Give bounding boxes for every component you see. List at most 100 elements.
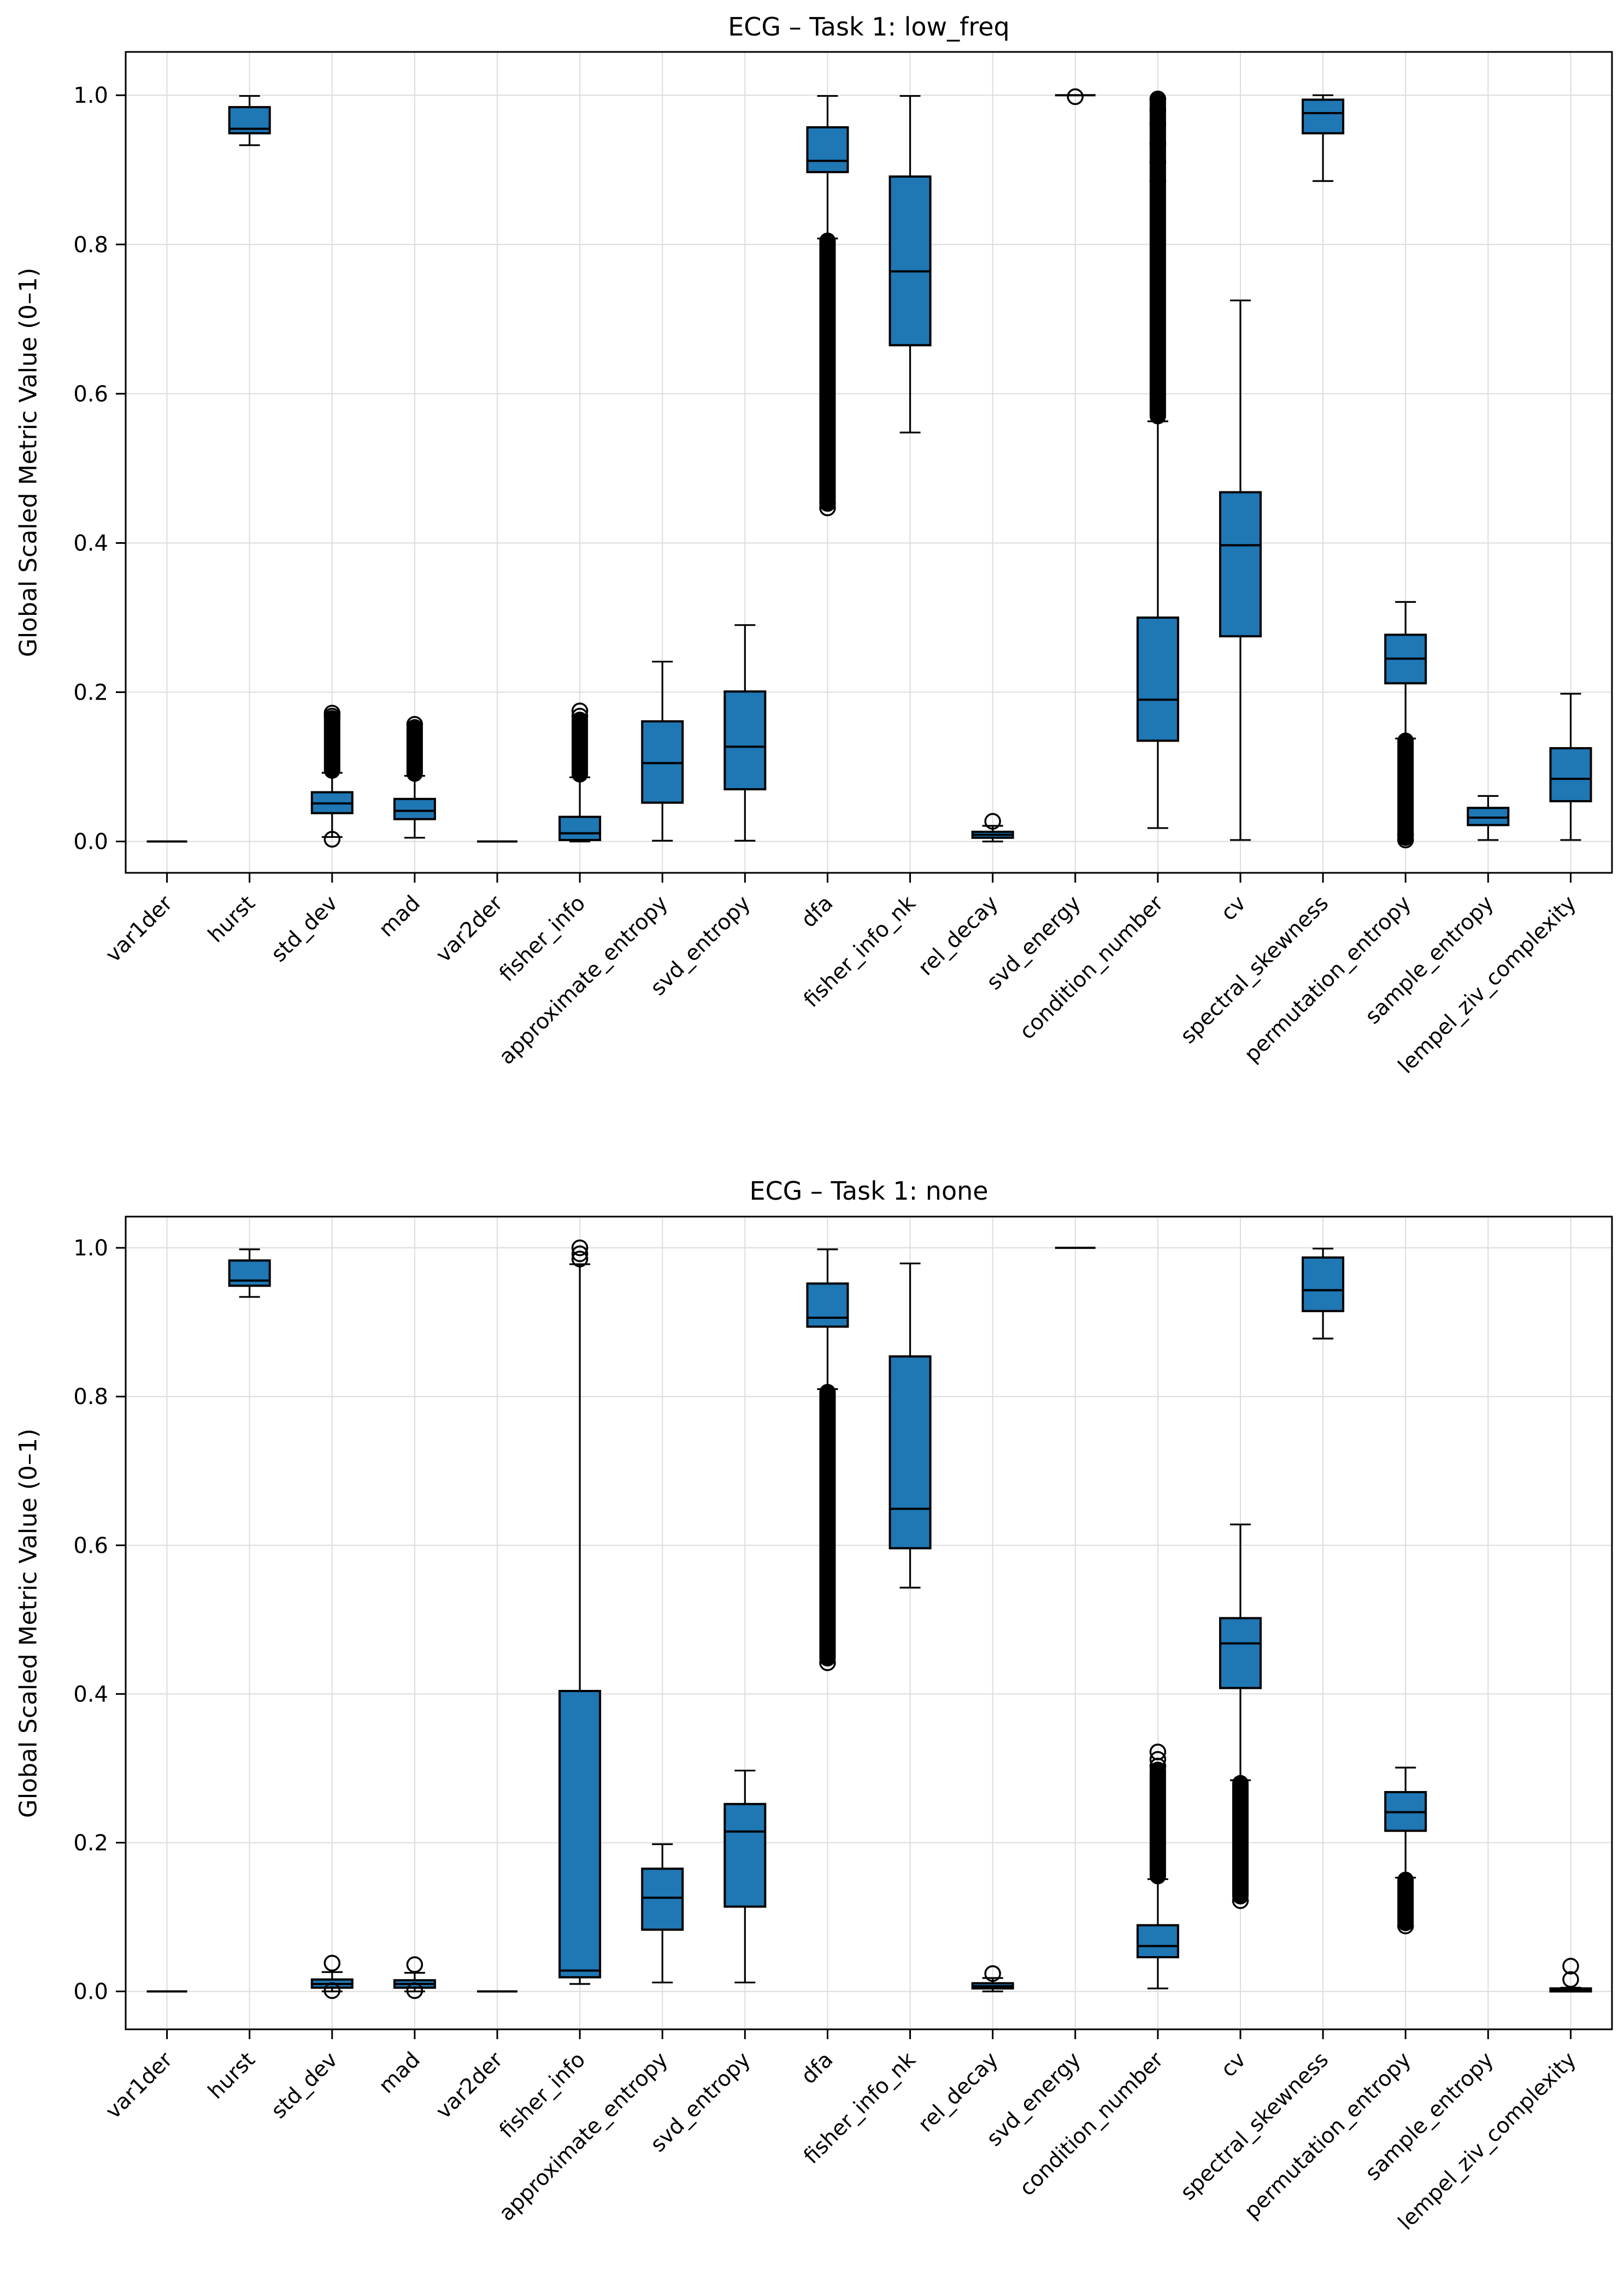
box-hurst bbox=[228, 95, 271, 146]
box-cv bbox=[1219, 1523, 1262, 1909]
outlier-point bbox=[1149, 1751, 1167, 1768]
box-fisher_info bbox=[558, 702, 602, 843]
box-fisher_info bbox=[558, 1239, 602, 1985]
outlier-point bbox=[1149, 90, 1167, 108]
outlier-point bbox=[984, 1965, 1001, 1982]
outlier-point bbox=[571, 1239, 589, 1257]
y-axis-ticks: 0.0 0.2 0.4 0.6 0.8 1.0 bbox=[73, 1236, 126, 2005]
box-spectral_skewness bbox=[1302, 94, 1345, 182]
svg-text:cv: cv bbox=[1216, 891, 1251, 925]
x-axis-ticks: var1der hurst std_dev mad var2derfisher_info… bbox=[101, 2029, 1581, 2235]
outlier-point bbox=[819, 1654, 836, 1671]
svg-text:rel_decay: rel_decay bbox=[914, 2047, 1003, 2137]
outlier-point bbox=[1149, 1743, 1167, 1760]
outlier-point bbox=[1149, 102, 1167, 119]
svg-text:condition_number: condition_number bbox=[1015, 2047, 1168, 2201]
box-condition_number bbox=[1136, 1743, 1179, 1989]
outlier-point bbox=[1067, 88, 1084, 105]
outlier-point bbox=[1232, 1892, 1249, 1909]
svg-text:hurst: hurst bbox=[203, 891, 260, 947]
svg-text:0.0: 0.0 bbox=[73, 830, 108, 855]
outlier-point bbox=[571, 1245, 589, 1263]
svg-text:var2der: var2der bbox=[431, 2047, 508, 2124]
svg-text:0.2: 0.2 bbox=[73, 1831, 108, 1856]
outlier-point bbox=[819, 495, 836, 512]
chart-low-freq: 0.0 0.2 0.4 0.6 0.8 1.0 var1der hurst std_dev mad… bbox=[73, 51, 1613, 1078]
outlier-point bbox=[571, 702, 589, 719]
svg-text:dfa: dfa bbox=[797, 2047, 838, 2089]
svg-text:0.4: 0.4 bbox=[73, 531, 108, 556]
chart1-y-axis-label: Global Scaled Metric Value (0–1) bbox=[14, 267, 43, 657]
svg-text:1.0: 1.0 bbox=[73, 83, 108, 108]
svg-text:var1der: var1der bbox=[101, 891, 178, 967]
outlier-point bbox=[571, 1250, 589, 1267]
box-dfa bbox=[806, 95, 849, 516]
svg-text:0.6: 0.6 bbox=[73, 381, 108, 407]
svg-text:permutation_entropy: permutation_entropy bbox=[1240, 891, 1416, 1067]
chart2-title: ECG – Task 1: none bbox=[749, 1176, 988, 1206]
svg-text:0.2: 0.2 bbox=[73, 680, 108, 706]
outlier-point bbox=[571, 708, 589, 725]
box-hurst bbox=[228, 1248, 271, 1298]
outlier-point bbox=[406, 1956, 423, 1973]
svg-text:mad: mad bbox=[374, 2047, 425, 2098]
outlier-point bbox=[1397, 826, 1414, 843]
svg-text:var1der: var1der bbox=[101, 2047, 178, 2124]
grid bbox=[126, 52, 1612, 873]
outlier-point bbox=[323, 704, 341, 722]
outlier-point bbox=[1149, 154, 1167, 171]
svg-text:condition_number: condition_number bbox=[1015, 891, 1168, 1044]
svg-text:0.8: 0.8 bbox=[73, 232, 108, 257]
outlier-point bbox=[323, 1982, 341, 1999]
box-std_dev bbox=[310, 704, 354, 848]
x-axis-ticks: var1der hurst std_dev mad var2derfisher_info… bbox=[101, 873, 1581, 1078]
outlier-point bbox=[1149, 172, 1167, 190]
outlier-point bbox=[1397, 1917, 1414, 1935]
svg-text:0.0: 0.0 bbox=[73, 1980, 108, 2005]
outlier-point bbox=[1149, 135, 1167, 152]
box-fisher_info_nk bbox=[889, 95, 932, 433]
outlier-point bbox=[406, 1982, 423, 1999]
outlier-point bbox=[323, 1954, 341, 1972]
svg-text:dfa: dfa bbox=[797, 891, 838, 932]
outlier-point bbox=[1397, 831, 1414, 849]
svg-text:cv: cv bbox=[1216, 2047, 1251, 2082]
box-fisher_info_nk bbox=[889, 1263, 932, 1589]
axes-frame bbox=[125, 1216, 1613, 2030]
svg-text:std_dev: std_dev bbox=[267, 891, 343, 967]
box-condition_number bbox=[1136, 90, 1179, 829]
outlier-point bbox=[1149, 115, 1167, 132]
svg-text:rel_decay: rel_decay bbox=[914, 891, 1003, 981]
box-approximate_entropy bbox=[641, 660, 684, 842]
outlier-point bbox=[819, 500, 836, 516]
outlier-point bbox=[984, 813, 1001, 830]
box-sample_entropy bbox=[1467, 795, 1510, 841]
svg-text:0.8: 0.8 bbox=[73, 1384, 108, 1410]
svg-text:permutation_entropy: permutation_entropy bbox=[1240, 2047, 1416, 2224]
svg-text:0.6: 0.6 bbox=[73, 1533, 108, 1558]
box-svd_energy bbox=[1055, 88, 1096, 105]
svg-text:spectral_skewness: spectral_skewness bbox=[1176, 891, 1333, 1048]
box-permutation_entropy bbox=[1384, 1766, 1427, 1935]
box-rel_decay bbox=[971, 813, 1014, 843]
box-dfa bbox=[806, 1248, 849, 1671]
svg-text:hurst: hurst bbox=[203, 2047, 260, 2104]
outlier-point bbox=[406, 716, 423, 733]
svg-text:approximate_entropy: approximate_entropy bbox=[495, 891, 673, 1069]
svg-text:approximate_entropy: approximate_entropy bbox=[495, 2047, 673, 2226]
box-permutation_entropy bbox=[1384, 601, 1427, 849]
svg-text:1.0: 1.0 bbox=[73, 1236, 108, 1261]
y-axis-ticks: 0.0 0.2 0.4 0.6 0.8 1.0 bbox=[73, 83, 126, 855]
outlier-point bbox=[323, 831, 341, 848]
svg-text:0.4: 0.4 bbox=[73, 1682, 108, 1707]
chart-none: 0.0 0.2 0.4 0.6 0.8 1.0 var1der hurst std_dev mad… bbox=[73, 1216, 1613, 2235]
box-cv bbox=[1219, 300, 1262, 841]
svg-text:spectral_skewness: spectral_skewness bbox=[1176, 2047, 1333, 2205]
box-approximate_entropy bbox=[641, 1843, 684, 1983]
grid bbox=[126, 1217, 1612, 2029]
outlier-point bbox=[1562, 1958, 1579, 1975]
svg-text:std_dev: std_dev bbox=[267, 2047, 343, 2123]
box-mad bbox=[393, 1956, 436, 1999]
